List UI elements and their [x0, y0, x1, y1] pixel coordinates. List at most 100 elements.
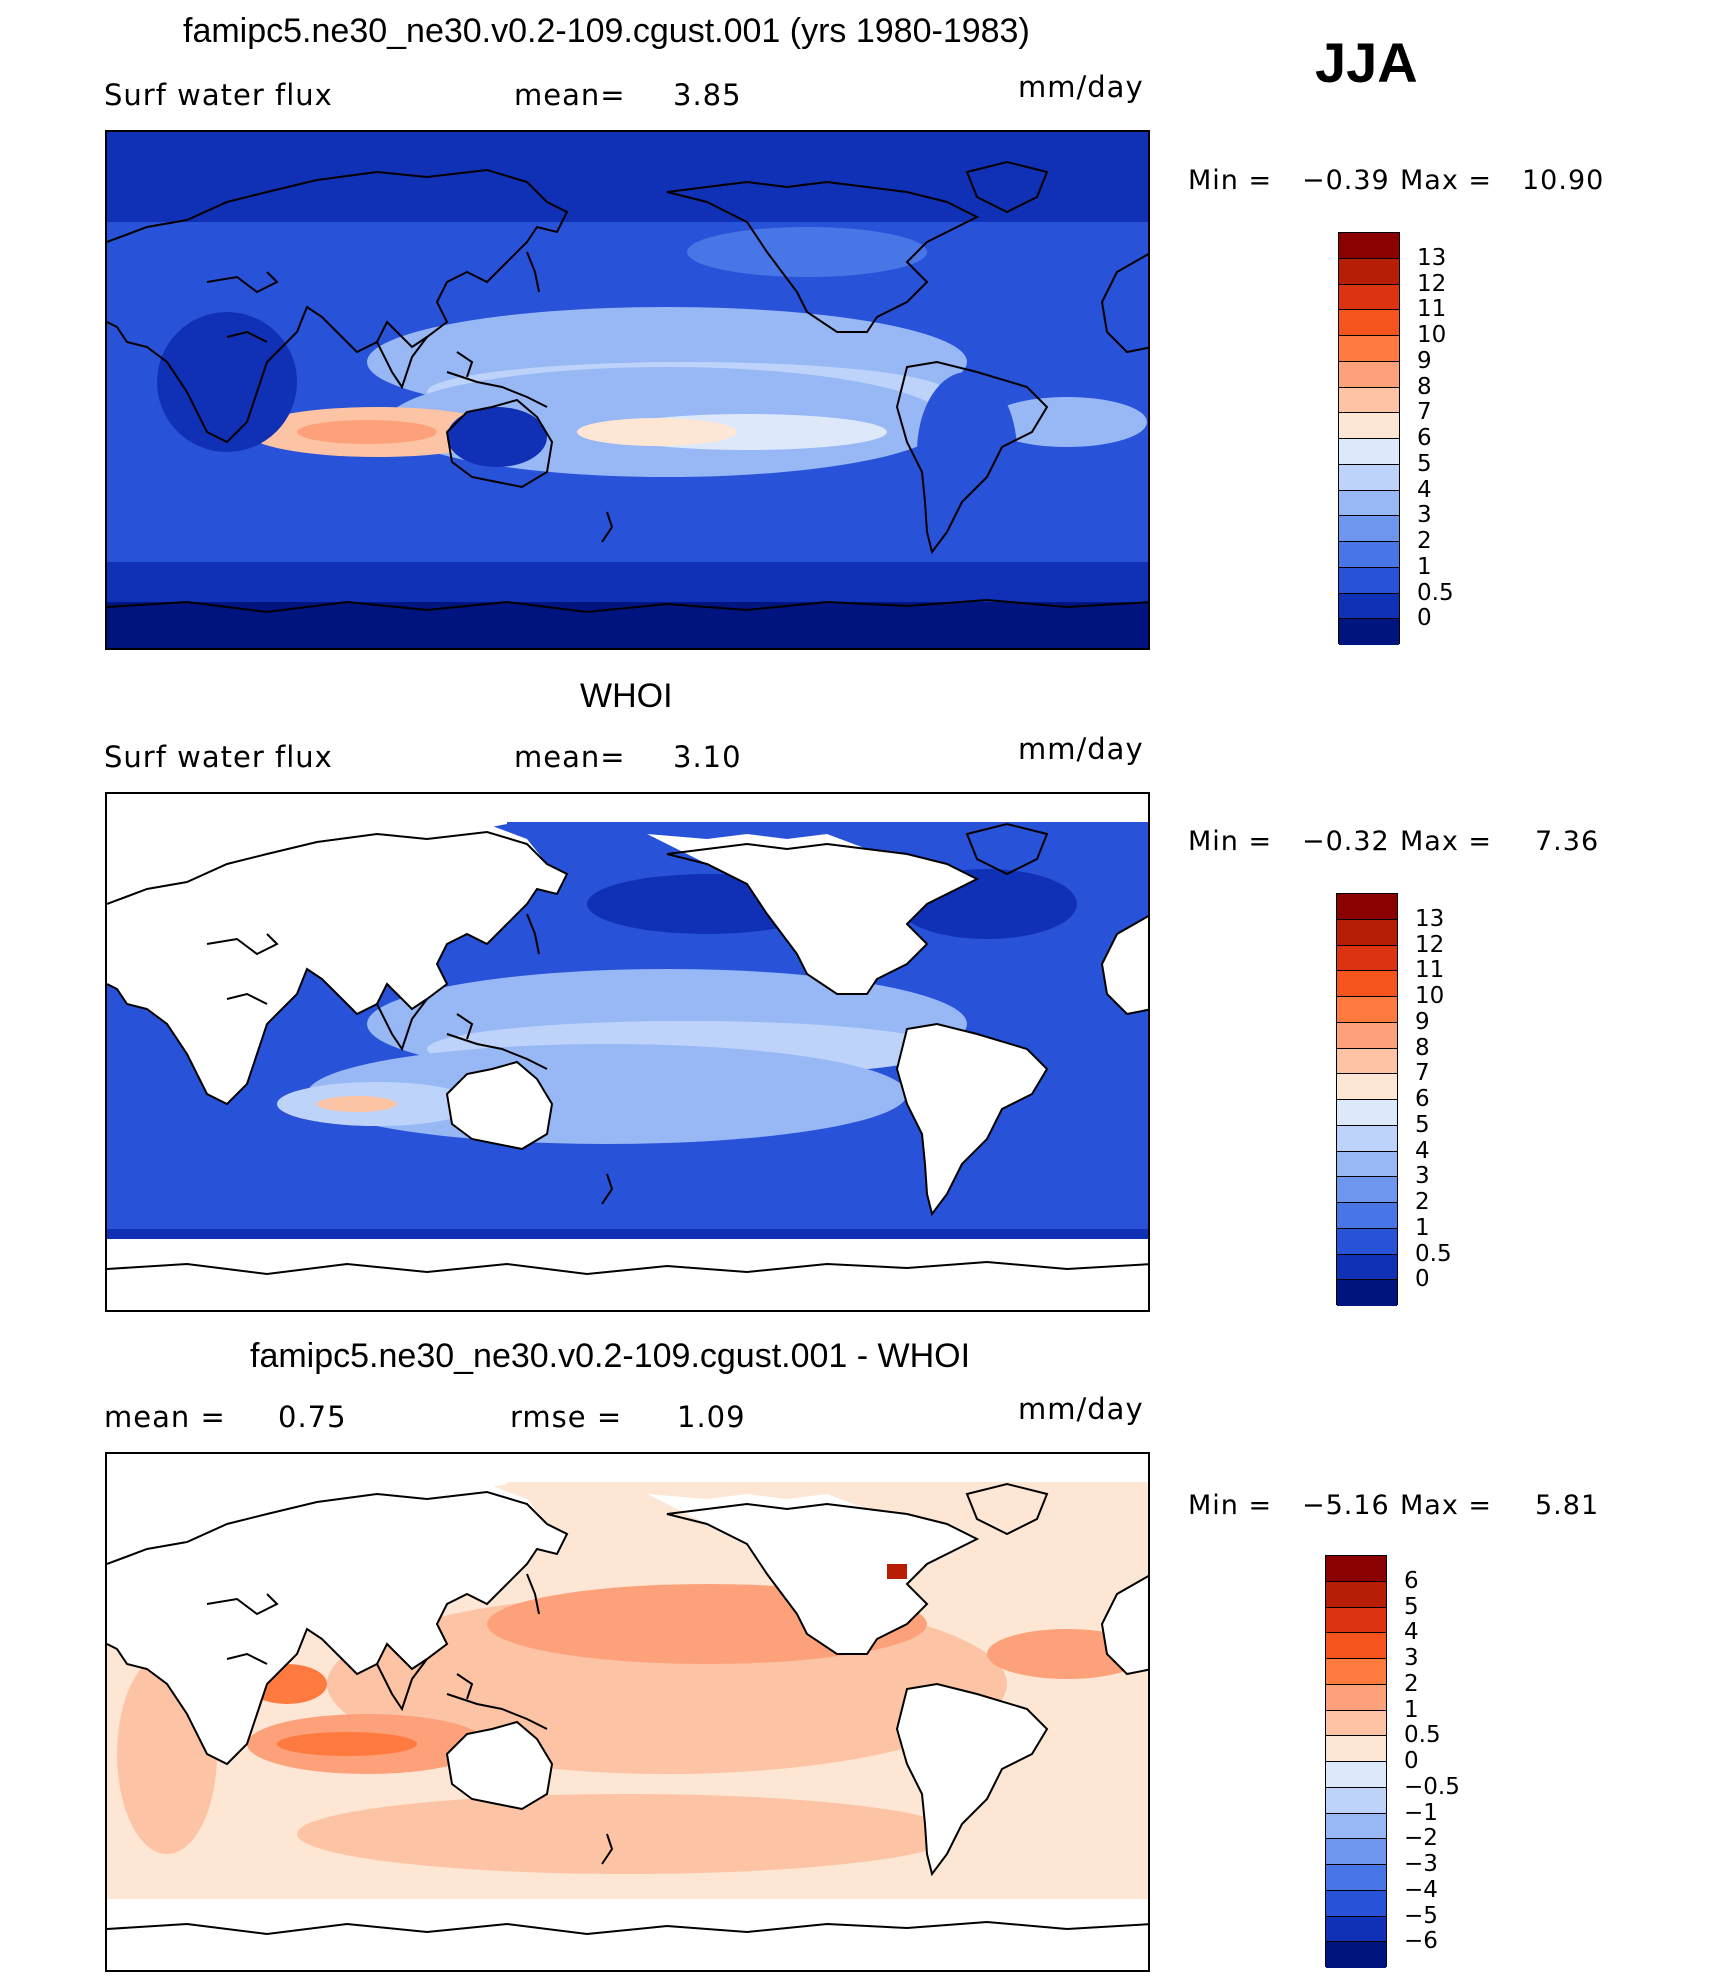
colorbar-swatch: [1337, 1177, 1397, 1203]
colorbar-level-label: 7: [1417, 399, 1432, 426]
colorbar-swatch: [1337, 945, 1397, 972]
colorbar-level-label: 0.5: [1415, 1240, 1452, 1267]
panel2-min-value: −0.32: [1302, 826, 1390, 857]
colorbar-swatch: [1326, 1736, 1386, 1762]
colorbar-level-label: 4: [1415, 1137, 1430, 1164]
panel2-map: [105, 792, 1150, 1312]
panel1-units: mm/day: [1018, 70, 1144, 104]
panel2-title: WHOI: [580, 677, 673, 715]
colorbar-level-label: 5: [1417, 450, 1432, 477]
colorbar-swatch: [1326, 1813, 1386, 1840]
panel3-map: [105, 1452, 1150, 1972]
colorbar-level-label: −2: [1404, 1825, 1438, 1852]
colorbar-level-label: −0.5: [1404, 1773, 1460, 1800]
colorbar-swatch: [1326, 1710, 1386, 1737]
colorbar-swatch: [1337, 1228, 1397, 1255]
colorbar-level-label: 0.5: [1417, 579, 1454, 606]
colorbar-swatch: [1339, 387, 1399, 414]
colorbar-swatch: [1326, 1659, 1386, 1685]
colorbar-swatch: [1339, 542, 1399, 568]
colorbar-level-label: −5: [1404, 1902, 1438, 1929]
colorbar-level-label: 8: [1415, 1034, 1430, 1061]
panel3-mean-label: mean =: [104, 1400, 226, 1434]
colorbar-swatch: [1326, 1865, 1386, 1891]
colorbar-level-label: −6: [1404, 1928, 1438, 1955]
colorbar-swatch: [1339, 336, 1399, 362]
colorbar-level-label: 3: [1404, 1645, 1419, 1671]
colorbar-level-label: 12: [1415, 931, 1445, 958]
panel3-max-value: 5.81: [1535, 1490, 1600, 1521]
panel1-mean-label: mean=: [514, 78, 626, 112]
colorbar-swatch: [1339, 233, 1399, 259]
colorbar-swatch: [1326, 1942, 1386, 1968]
colorbar-level-label: 8: [1417, 373, 1432, 400]
colorbar-level-label: 12: [1417, 270, 1447, 297]
colorbar-level-label: −3: [1404, 1851, 1438, 1877]
colorbar-level-label: 2: [1404, 1670, 1419, 1697]
colorbar-swatch: [1326, 1787, 1386, 1814]
colorbar-swatch: [1337, 894, 1397, 920]
colorbar-level-label: 2: [1417, 528, 1432, 554]
panel2-min-label: Min =: [1188, 826, 1273, 857]
colorbar-level-label: 1: [1415, 1214, 1430, 1241]
panel2-colorbar: [1336, 893, 1398, 1306]
panel1-colorbar: [1338, 232, 1400, 645]
colorbar-swatch: [1337, 1048, 1397, 1075]
panel3-units: mm/day: [1018, 1392, 1144, 1426]
colorbar-swatch: [1337, 1074, 1397, 1100]
panel2-units: mm/day: [1018, 732, 1144, 766]
colorbar-level-label: 7: [1415, 1060, 1430, 1087]
panel2-mean-value: 3.10: [673, 740, 742, 774]
colorbar-swatch: [1326, 1684, 1386, 1711]
colorbar-level-label: 10: [1415, 983, 1445, 1009]
panel2-max-value: 7.36: [1535, 826, 1600, 857]
panel3-mean-value: 0.75: [278, 1400, 347, 1434]
colorbar-swatch: [1339, 619, 1399, 645]
panel1-variable-label: Surf water flux: [104, 78, 333, 112]
colorbar-swatch: [1339, 490, 1399, 517]
colorbar-swatch: [1326, 1839, 1386, 1865]
colorbar-swatch: [1337, 1151, 1397, 1178]
panel1-map: [105, 130, 1150, 650]
colorbar-level-label: 1: [1404, 1696, 1419, 1723]
colorbar-swatch: [1339, 361, 1399, 388]
colorbar-level-label: 0: [1404, 1748, 1419, 1774]
colorbar-swatch: [1326, 1633, 1386, 1659]
colorbar-level-label: 5: [1404, 1593, 1419, 1620]
colorbar-swatch: [1339, 516, 1399, 542]
colorbar-level-label: 3: [1417, 502, 1432, 529]
colorbar-level-label: 11: [1417, 296, 1447, 323]
colorbar-level-label: 6: [1404, 1567, 1419, 1594]
colorbar-swatch: [1337, 1254, 1397, 1281]
panel3-max-label: Max =: [1400, 1490, 1493, 1521]
colorbar-swatch: [1337, 1203, 1397, 1229]
colorbar-level-label: 3: [1415, 1163, 1430, 1190]
colorbar-level-label: −1: [1404, 1799, 1438, 1826]
panel3-rmse-value: 1.09: [677, 1400, 746, 1434]
colorbar-swatch: [1337, 1100, 1397, 1126]
colorbar-swatch: [1339, 464, 1399, 491]
panel2-mean-label: mean=: [514, 740, 626, 774]
colorbar-level-label: 0: [1417, 605, 1432, 632]
panel1-title: famipc5.ne30_ne30.v0.2-109.cgust.001 (yr…: [183, 12, 1030, 50]
panel3-min-value: −5.16: [1302, 1490, 1390, 1521]
colorbar-level-label: 9: [1417, 347, 1432, 374]
panel1-min-value: −0.39: [1302, 165, 1390, 196]
panel3-min-label: Min =: [1188, 1490, 1273, 1521]
colorbar-swatch: [1326, 1890, 1386, 1917]
colorbar-swatch: [1337, 1280, 1397, 1306]
colorbar-swatch: [1337, 997, 1397, 1023]
colorbar-level-label: 11: [1415, 957, 1445, 984]
colorbar-swatch: [1339, 567, 1399, 594]
colorbar-level-label: −4: [1404, 1876, 1438, 1903]
colorbar-swatch: [1339, 593, 1399, 620]
colorbar-swatch: [1326, 1762, 1386, 1788]
panel1-min-label: Min =: [1188, 165, 1273, 196]
season-label: JJA: [1315, 31, 1418, 94]
colorbar-level-label: 4: [1417, 476, 1432, 503]
colorbar-level-label: 10: [1417, 322, 1447, 348]
panel2-max-label: Max =: [1400, 826, 1493, 857]
colorbar-swatch: [1337, 1022, 1397, 1049]
colorbar-swatch: [1337, 919, 1397, 946]
colorbar-swatch: [1326, 1607, 1386, 1634]
